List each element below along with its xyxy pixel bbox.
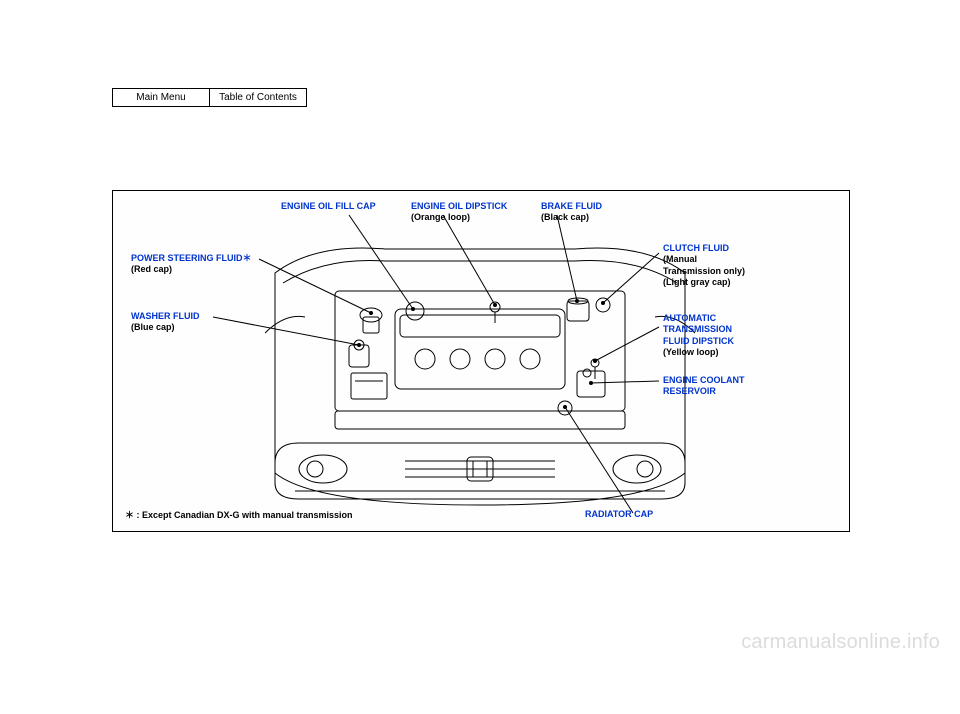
label-engine-oil-dipstick: ENGINE OIL DIPSTICK (Orange loop): [411, 201, 507, 224]
label-radiator-cap: RADIATOR CAP: [585, 509, 653, 520]
label-coolant: ENGINE COOLANT RESERVOIR: [663, 375, 745, 398]
nav-bar: Main Menu Table of Contents: [112, 88, 307, 107]
toc-button[interactable]: Table of Contents: [210, 88, 307, 107]
label-brake-fluid: BRAKE FLUID (Black cap): [541, 201, 602, 224]
watermark: carmanualsonline.info: [741, 631, 940, 654]
footnote: ＊ : Except Canadian DX-G with manual tra…: [125, 508, 353, 521]
label-clutch-fluid: CLUTCH FLUID (Manual Transmission only) …: [663, 243, 745, 288]
engine-diagram-box: ENGINE OIL FILL CAP ENGINE OIL DIPSTICK …: [112, 190, 850, 532]
label-atf: AUTOMATIC TRANSMISSION FLUID DIPSTICK (Y…: [663, 313, 734, 358]
label-washer-fluid: WASHER FLUID (Blue cap): [131, 311, 200, 334]
main-menu-button[interactable]: Main Menu: [112, 88, 210, 107]
label-engine-oil-fill-cap: ENGINE OIL FILL CAP: [281, 201, 376, 212]
leader-lines: [113, 191, 849, 531]
label-power-steering: POWER STEERING FLUID＊ (Red cap): [131, 253, 252, 276]
